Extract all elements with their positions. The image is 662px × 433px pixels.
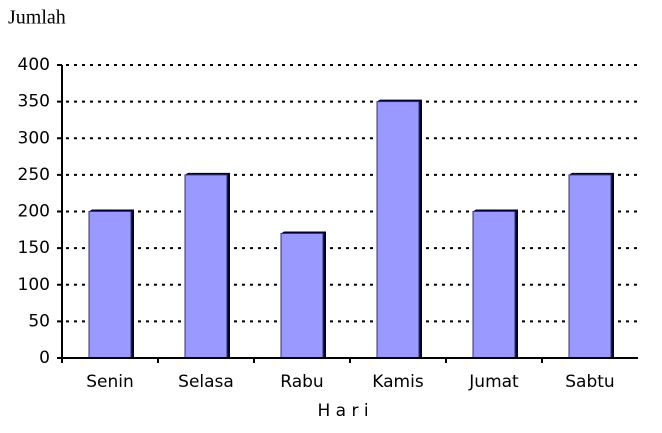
x-tick-label: Selasa xyxy=(178,372,234,392)
y-tick-label: 350 xyxy=(18,92,50,112)
x-axis-label: H a r i xyxy=(317,401,368,421)
x-tick-label: Senin xyxy=(86,372,134,392)
x-tick-label: Sabtu xyxy=(565,372,614,392)
y-tick-label: 0 xyxy=(39,348,50,368)
y-tick-label: 250 xyxy=(18,165,50,185)
x-tick-label: Jumat xyxy=(468,372,519,392)
x-tick-label: Rabu xyxy=(280,372,323,392)
x-tick-label: Kamis xyxy=(372,372,424,392)
bar xyxy=(376,101,420,359)
bar xyxy=(184,174,228,359)
bar xyxy=(280,232,324,359)
y-tick-label: 200 xyxy=(18,202,50,222)
y-tick-label: 150 xyxy=(18,238,50,258)
y-tick-label: 400 xyxy=(18,55,50,75)
y-tick-label: 100 xyxy=(18,275,50,295)
bar xyxy=(88,211,132,359)
y-tick-label: 300 xyxy=(18,128,50,148)
bar xyxy=(568,174,612,359)
y-axis-label: Jumlah xyxy=(8,7,66,29)
y-tick-label: 50 xyxy=(28,311,50,331)
bar xyxy=(472,211,516,359)
